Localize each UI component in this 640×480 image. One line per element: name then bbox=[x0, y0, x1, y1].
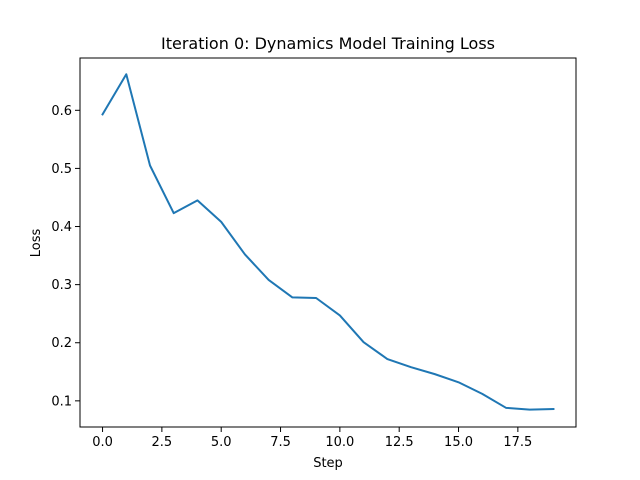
axes-frame bbox=[79, 57, 577, 428]
loss-series-line bbox=[101, 73, 555, 411]
x-tick-label: 5.0 bbox=[211, 435, 232, 450]
x-axis: 0.0 2.5 5.0 7.5 10.0 12.5 15.0 17.5 bbox=[92, 427, 532, 450]
x-tick-label: 15.0 bbox=[444, 435, 473, 450]
y-tick-label: 0.5 bbox=[51, 162, 72, 177]
plot-area bbox=[79, 57, 577, 428]
x-tick-label: 10.0 bbox=[325, 435, 354, 450]
x-tick-label: 17.5 bbox=[503, 435, 532, 450]
x-tick-label: 2.5 bbox=[152, 435, 173, 450]
y-tick-label: 0.3 bbox=[51, 278, 72, 293]
y-axis-label: Loss bbox=[29, 229, 44, 258]
y-axis: 0.1 0.2 0.3 0.4 0.5 0.6 bbox=[51, 104, 80, 409]
y-tick-label: 0.1 bbox=[51, 394, 72, 409]
x-tick-label: 0.0 bbox=[92, 435, 113, 450]
series-layer bbox=[101, 73, 555, 411]
y-tick-label: 0.2 bbox=[51, 336, 72, 351]
x-tick-label: 7.5 bbox=[270, 435, 291, 450]
y-tick-label: 0.6 bbox=[51, 104, 72, 119]
x-tick-label: 12.5 bbox=[385, 435, 414, 450]
y-tick-label: 0.4 bbox=[51, 220, 72, 235]
chart-title: Iteration 0: Dynamics Model Training Los… bbox=[161, 34, 495, 53]
x-axis-label: Step bbox=[313, 456, 343, 471]
